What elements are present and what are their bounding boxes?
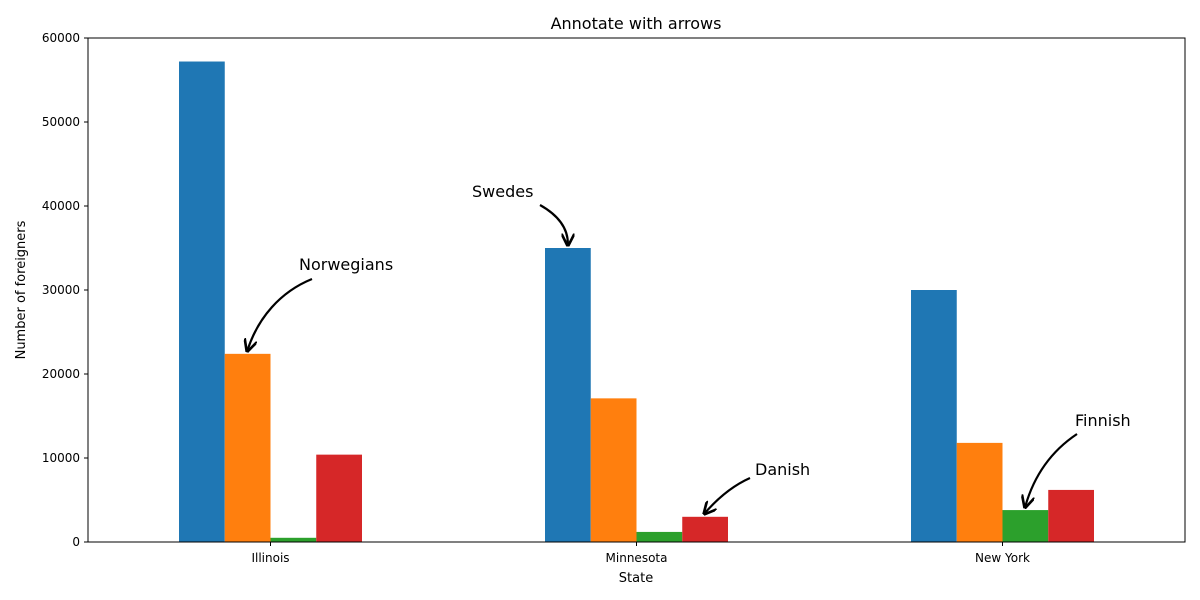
annotation-danish: Danish: [755, 460, 810, 479]
x-tick-label: New York: [975, 551, 1030, 565]
y-axis: 0 10000 20000 30000 40000 50000 60000: [42, 31, 88, 549]
y-tick-label: 20000: [42, 367, 80, 381]
x-tick-label: Illinois: [251, 551, 289, 565]
bar-illinois-s3: [316, 454, 362, 542]
bar-illinois-s1: [224, 353, 271, 542]
bar-new-york-s3: [1048, 489, 1094, 542]
bar-minnesota-s2: [636, 531, 683, 542]
chart-title: Annotate with arrows: [551, 14, 722, 33]
bar-minnesota-s1: [590, 398, 637, 542]
y-tick-label: 50000: [42, 115, 80, 129]
bar-illinois-s2: [270, 537, 317, 542]
bar-new-york-s1: [956, 442, 1003, 542]
bar-new-york-s2: [1002, 510, 1049, 542]
annotation-norwegians: Norwegians: [299, 255, 393, 274]
y-axis-label: Number of foreigners: [14, 220, 29, 359]
y-tick-label: 0: [72, 535, 80, 549]
annotation-arrow-swedes: [539, 204, 568, 244]
bar-illinois-s0: [179, 61, 225, 543]
y-tick-label: 60000: [42, 31, 80, 45]
annotation-arrow-danish: [705, 476, 751, 513]
x-axis-label: State: [619, 571, 653, 586]
bar-new-york-s0: [911, 290, 957, 542]
y-tick-label: 30000: [42, 283, 80, 297]
annotation-finnish: Finnish: [1075, 411, 1131, 430]
annotation-arrow-norwegians: [248, 277, 313, 350]
y-tick-label: 10000: [42, 451, 80, 465]
annotation-arrow-finnish: [1025, 433, 1078, 506]
x-tick-label: Minnesota: [606, 551, 668, 565]
bar-minnesota-s3: [682, 516, 728, 542]
y-tick-label: 40000: [42, 199, 80, 213]
annotation-swedes: Swedes: [472, 182, 533, 201]
x-axis: Illinois Minnesota New York: [251, 542, 1030, 565]
bar-minnesota-s0: [545, 248, 591, 542]
annotations-group: Norwegians Swedes Danish Finnish: [248, 182, 1131, 513]
bars-group: [179, 61, 1094, 543]
